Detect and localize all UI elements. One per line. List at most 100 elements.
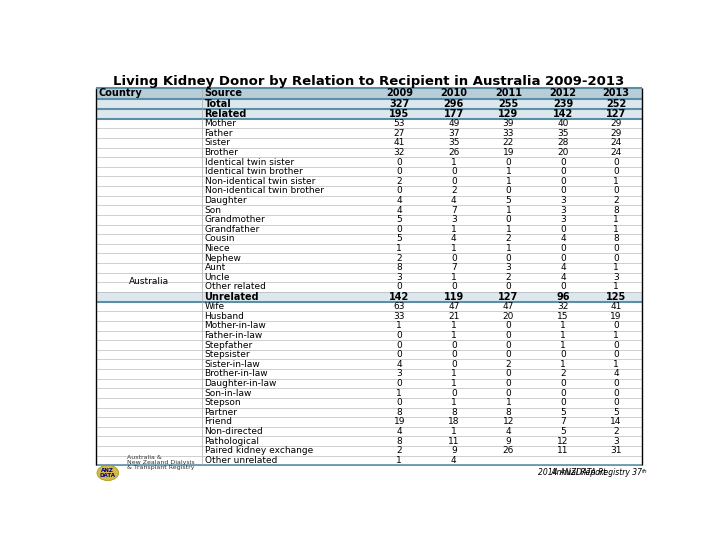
Text: 2: 2 — [397, 177, 402, 186]
Text: 0: 0 — [560, 186, 566, 195]
Bar — [96, 408, 642, 417]
Bar — [96, 456, 642, 465]
Text: 5: 5 — [505, 196, 511, 205]
Text: 0: 0 — [560, 254, 566, 262]
Text: 0: 0 — [451, 341, 456, 349]
Text: 0: 0 — [505, 254, 511, 262]
Text: 0: 0 — [560, 167, 566, 176]
Bar — [96, 282, 642, 292]
Text: 1: 1 — [451, 331, 456, 340]
Text: 142: 142 — [553, 109, 573, 119]
Text: 0: 0 — [397, 341, 402, 349]
Text: 0: 0 — [451, 254, 456, 262]
Text: 35: 35 — [557, 129, 569, 138]
Text: 4: 4 — [397, 206, 402, 214]
Text: 26: 26 — [448, 148, 459, 157]
Text: 29: 29 — [611, 129, 622, 138]
Text: 3: 3 — [451, 215, 456, 224]
Text: 0: 0 — [560, 282, 566, 292]
Text: 9: 9 — [451, 446, 456, 455]
Text: 5: 5 — [397, 215, 402, 224]
Text: Identical twin sister: Identical twin sister — [204, 158, 294, 166]
Text: 37: 37 — [448, 129, 459, 138]
Text: Brother-in-law: Brother-in-law — [204, 369, 269, 379]
Text: 41: 41 — [394, 138, 405, 147]
Text: 2009: 2009 — [386, 88, 413, 98]
Text: 239: 239 — [553, 99, 573, 109]
Text: Annual Report: Annual Report — [549, 468, 606, 477]
Bar — [426, 88, 481, 99]
Text: 195: 195 — [390, 109, 410, 119]
Text: 32: 32 — [557, 302, 569, 311]
Text: 0: 0 — [397, 350, 402, 359]
Text: 8: 8 — [397, 264, 402, 272]
Text: 1: 1 — [451, 379, 456, 388]
Text: Total: Total — [204, 99, 231, 109]
Text: 0: 0 — [451, 167, 456, 176]
Bar — [96, 234, 642, 244]
Text: 12: 12 — [557, 437, 569, 445]
Text: 11: 11 — [448, 437, 459, 445]
Text: 33: 33 — [503, 129, 514, 138]
Text: 40: 40 — [557, 119, 569, 128]
Text: 0: 0 — [505, 186, 511, 195]
Text: 2: 2 — [505, 273, 511, 282]
Text: Son-in-law: Son-in-law — [204, 389, 252, 397]
Bar — [96, 427, 642, 436]
Text: Mother-in-law: Mother-in-law — [204, 321, 266, 330]
Text: 0: 0 — [505, 369, 511, 379]
Text: & Transplant Registry: & Transplant Registry — [127, 465, 194, 470]
Text: New Zealand Dialysis: New Zealand Dialysis — [127, 460, 195, 465]
Text: 0: 0 — [560, 225, 566, 234]
Text: Wife: Wife — [204, 302, 225, 311]
Text: 1: 1 — [560, 360, 566, 369]
Text: 5: 5 — [613, 408, 619, 417]
Bar — [96, 88, 202, 99]
Text: 21: 21 — [448, 312, 459, 321]
Text: Related: Related — [204, 109, 247, 119]
Text: Daughter-in-law: Daughter-in-law — [204, 379, 277, 388]
Text: 4: 4 — [560, 273, 566, 282]
Text: 4: 4 — [397, 360, 402, 369]
Bar — [96, 350, 642, 360]
Text: 0: 0 — [505, 350, 511, 359]
Text: 0: 0 — [397, 225, 402, 234]
Text: Father-in-law: Father-in-law — [204, 331, 263, 340]
Text: 1: 1 — [451, 427, 456, 436]
Text: 41: 41 — [611, 302, 622, 311]
Text: Cousin: Cousin — [204, 234, 235, 244]
Text: 47: 47 — [503, 302, 514, 311]
Text: 20: 20 — [557, 148, 569, 157]
Text: 1: 1 — [451, 225, 456, 234]
Text: 127: 127 — [606, 109, 626, 119]
Text: 53: 53 — [394, 119, 405, 128]
Bar — [96, 340, 642, 350]
Bar — [96, 109, 642, 119]
Bar — [96, 253, 642, 263]
Text: Grandfather: Grandfather — [204, 225, 260, 234]
Text: 0: 0 — [451, 177, 456, 186]
Text: 0: 0 — [397, 379, 402, 388]
Text: Country: Country — [99, 88, 143, 98]
Text: 1: 1 — [613, 282, 619, 292]
Text: Identical twin brother: Identical twin brother — [204, 167, 302, 176]
Text: 2: 2 — [560, 369, 566, 379]
Text: 5: 5 — [560, 427, 566, 436]
Bar — [96, 312, 642, 321]
Text: 0: 0 — [397, 186, 402, 195]
Text: 252: 252 — [606, 99, 626, 109]
Bar — [96, 157, 642, 167]
Text: 2: 2 — [613, 196, 619, 205]
Text: 0: 0 — [613, 389, 619, 397]
Text: 18: 18 — [448, 417, 459, 427]
Text: 142: 142 — [390, 292, 410, 302]
Text: 296: 296 — [444, 99, 464, 109]
Text: 129: 129 — [498, 109, 518, 119]
Bar — [96, 302, 642, 312]
Text: 1: 1 — [613, 215, 619, 224]
Text: 4: 4 — [451, 234, 456, 244]
Text: 0: 0 — [613, 379, 619, 388]
Text: 1: 1 — [505, 167, 511, 176]
Text: 0: 0 — [613, 158, 619, 166]
Text: 0: 0 — [505, 341, 511, 349]
